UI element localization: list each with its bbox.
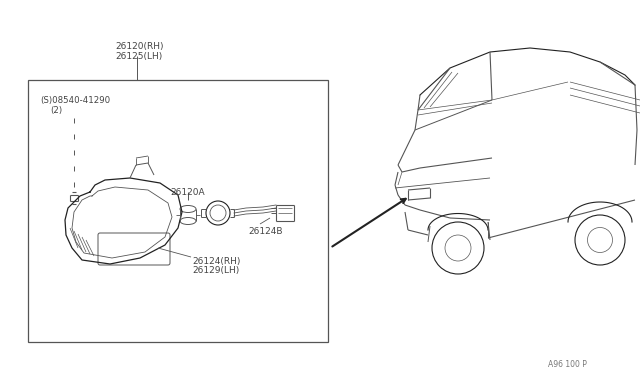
- Text: 26129(LH): 26129(LH): [192, 266, 239, 275]
- Text: 26125(LH): 26125(LH): [115, 52, 163, 61]
- Text: 26120A: 26120A: [170, 188, 205, 197]
- Text: 26124B: 26124B: [248, 227, 282, 236]
- Text: 26124(RH): 26124(RH): [192, 257, 241, 266]
- Text: (S)08540-41290: (S)08540-41290: [40, 96, 110, 105]
- Text: (2): (2): [50, 106, 62, 115]
- Bar: [28, 80, 328, 342]
- Text: 26120(RH): 26120(RH): [115, 42, 163, 51]
- Text: A96 100 P: A96 100 P: [548, 360, 587, 369]
